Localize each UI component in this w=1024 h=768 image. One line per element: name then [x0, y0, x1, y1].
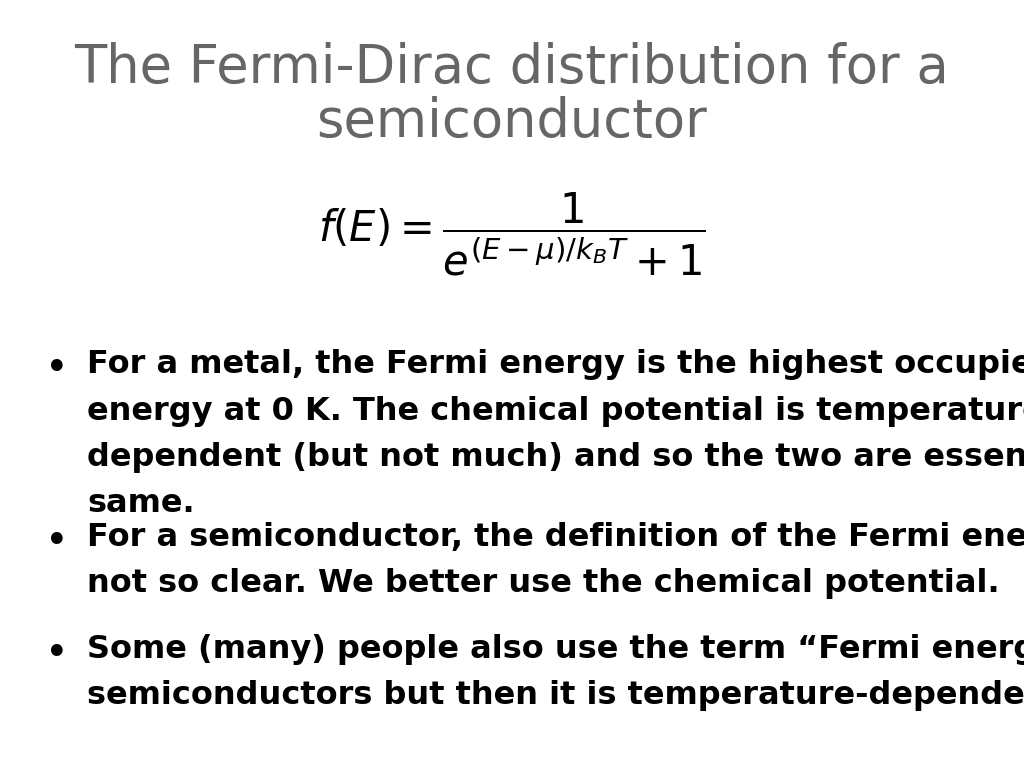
Text: energy at 0 K. The chemical potential is temperature-: energy at 0 K. The chemical potential is…	[87, 396, 1024, 426]
Text: not so clear. We better use the chemical potential.: not so clear. We better use the chemical…	[87, 568, 999, 599]
Text: The Fermi-Dirac distribution for a: The Fermi-Dirac distribution for a	[75, 42, 949, 94]
Text: •: •	[44, 349, 69, 389]
Text: $f(E) = \dfrac{1}{e^{(E-\mu)/k_{B}T} + 1}$: $f(E) = \dfrac{1}{e^{(E-\mu)/k_{B}T} + 1…	[318, 190, 706, 278]
Text: semiconductor: semiconductor	[316, 96, 708, 148]
Text: For a semiconductor, the definition of the Fermi energy is: For a semiconductor, the definition of t…	[87, 522, 1024, 553]
Text: •: •	[44, 634, 69, 674]
Text: Some (many) people also use the term “Fermi energy” for: Some (many) people also use the term “Fe…	[87, 634, 1024, 664]
Text: dependent (but not much) and so the two are essentially the: dependent (but not much) and so the two …	[87, 442, 1024, 472]
Text: For a metal, the Fermi energy is the highest occupied: For a metal, the Fermi energy is the hig…	[87, 349, 1024, 380]
Text: •: •	[44, 522, 69, 562]
Text: semiconductors but then it is temperature-dependent.: semiconductors but then it is temperatur…	[87, 680, 1024, 710]
Text: same.: same.	[87, 488, 195, 518]
